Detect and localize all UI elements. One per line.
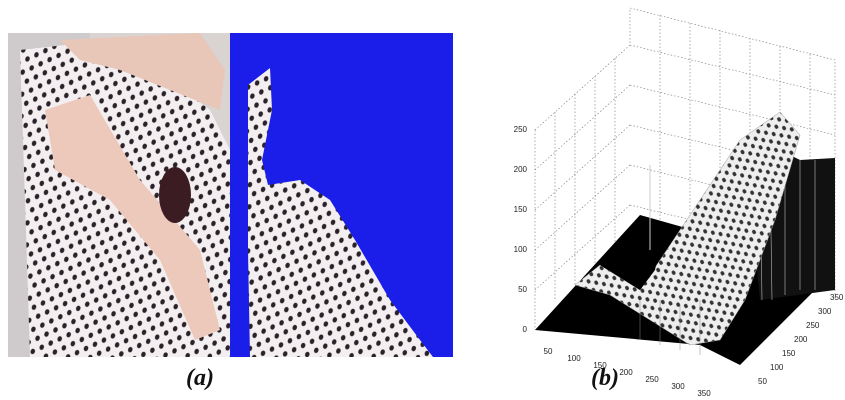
z-tick-label: 250	[514, 125, 528, 134]
figure: (a) (b) 05010015020025050100150200250300…	[0, 0, 845, 400]
z-tick-label: 0	[523, 325, 528, 334]
x-tick-label: 150	[593, 361, 607, 370]
x-tick-label: 50	[544, 347, 553, 356]
x-tick-label: 350	[697, 389, 711, 398]
y-tick-label: 350	[830, 293, 844, 302]
surface-plot: (b) 050100150200250501001502002503003505…	[514, 8, 844, 398]
z-tick-label: 100	[514, 245, 528, 254]
x-tick-label: 250	[645, 375, 659, 384]
y-tick-label: 100	[770, 363, 784, 372]
y-tick-label: 200	[794, 335, 808, 344]
x-tick-label: 100	[567, 354, 581, 363]
x-tick-label: 200	[619, 368, 633, 377]
y-tick-label: 250	[806, 321, 820, 330]
y-tick-label: 150	[782, 349, 796, 358]
y-tick-label: 50	[758, 377, 767, 386]
z-tick-label: 200	[514, 165, 528, 174]
figure-canvas: (a) (b) 05010015020025050100150200250300…	[0, 0, 845, 400]
x-tick-label: 300	[671, 382, 685, 391]
z-tick-label: 50	[518, 285, 527, 294]
caption: (a)	[186, 365, 214, 391]
z-tick-label: 150	[514, 205, 528, 214]
y-tick-label: 300	[818, 307, 832, 316]
photo-panel: (a)	[8, 33, 453, 391]
